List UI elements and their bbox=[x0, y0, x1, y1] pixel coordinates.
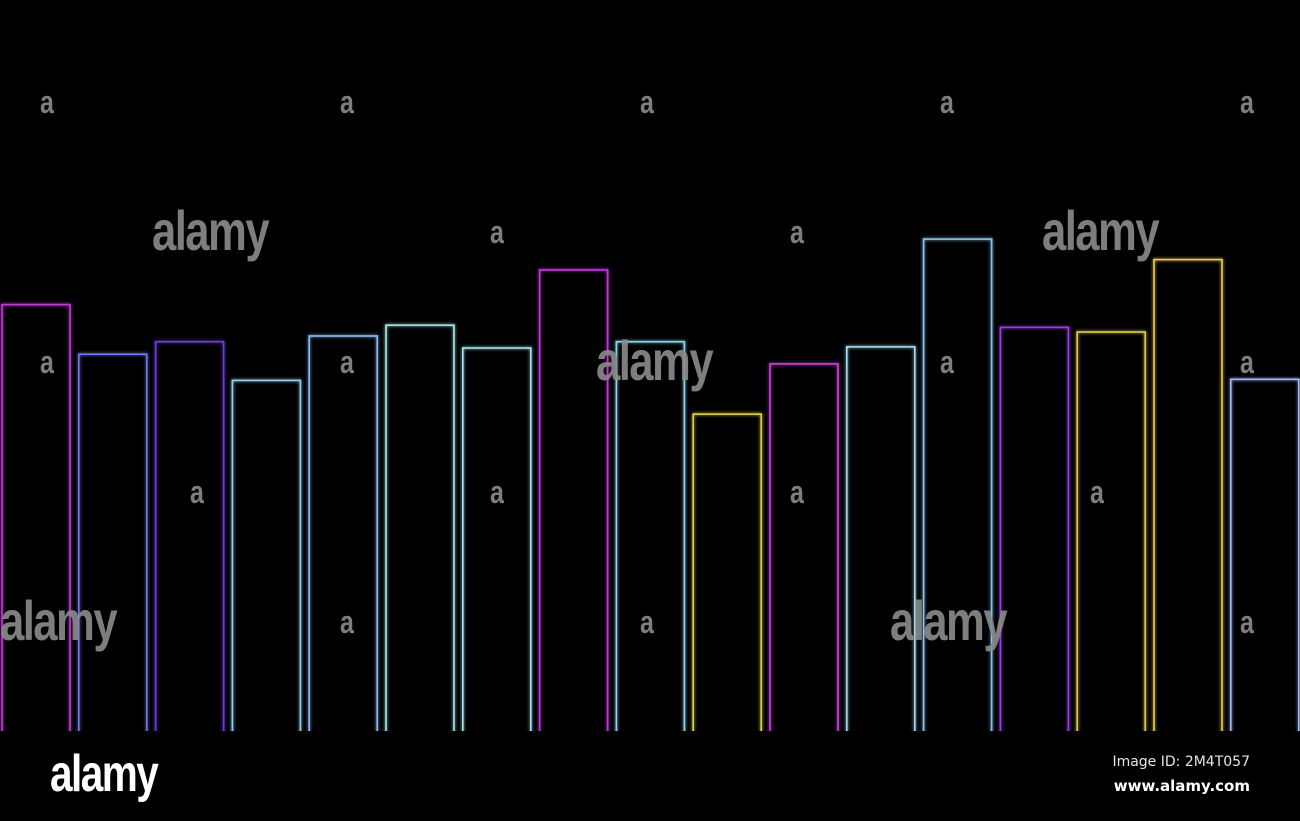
bar bbox=[1076, 331, 1146, 731]
bar bbox=[461, 347, 532, 731]
alamy-logo: alamy bbox=[50, 745, 159, 803]
site-url[interactable]: www.alamy.com bbox=[1113, 777, 1250, 795]
footer-bar bbox=[0, 731, 1300, 821]
image-id-label: Image ID: 2M4T057 bbox=[1112, 754, 1250, 770]
bar bbox=[999, 326, 1070, 731]
bar bbox=[1230, 378, 1300, 731]
bar bbox=[769, 363, 839, 731]
bar bbox=[538, 269, 609, 731]
bar bbox=[692, 413, 763, 731]
bar bbox=[1153, 258, 1223, 731]
bar bbox=[922, 238, 993, 731]
bar bbox=[615, 340, 686, 731]
bar bbox=[1, 303, 71, 731]
bar bbox=[845, 345, 916, 731]
bar bbox=[154, 340, 225, 731]
bar bbox=[308, 335, 379, 731]
bar-chart bbox=[1, 238, 1300, 731]
bar bbox=[78, 353, 148, 731]
bar bbox=[231, 379, 302, 731]
bar bbox=[385, 324, 455, 731]
